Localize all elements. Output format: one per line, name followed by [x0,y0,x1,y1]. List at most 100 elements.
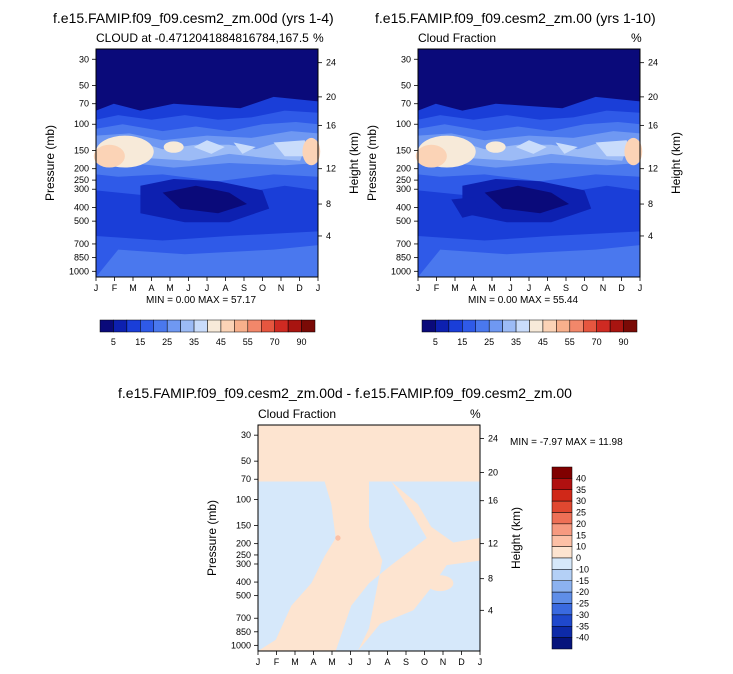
panel3-y-tick-label: 500 [236,591,251,601]
panel2-x-tick-label: J [527,283,532,293]
panel2-y-tick-label: 700 [396,239,411,249]
panel3-colorbar-label: -10 [576,564,589,574]
panel3-x-tick-label: D [458,657,465,667]
panel2-x-tick-label: S [563,283,569,293]
panel1-colorbar-cell [261,319,275,333]
panel2-colorbar-cell [448,319,463,333]
panel3-x-tick-label: S [403,657,409,667]
panel2-x-tick-label: D [618,283,625,293]
panel2-contour-band-35b [555,142,578,154]
panel1-colorbar-cell [126,319,141,333]
panel1-y-tick-label: 70 [79,99,89,109]
panel1-colorbar-cell [180,319,195,333]
panel1-x-tick-label: A [148,283,154,293]
panel2-colorbar-cell [596,319,611,333]
panel2-colorbar-label: 35 [511,337,521,347]
panel1-colorbar-cell [140,319,154,333]
panel1-contour-band-35b [233,142,256,154]
panel1-colorbar-cell [166,319,181,333]
panel3-x-tick-label: F [274,657,280,667]
panel1-x-tick-label: A [222,283,228,293]
panel3-colorbar-label: -30 [576,610,589,620]
panel1-y-tick-label: 400 [74,202,89,212]
panel1-colorbar-cell [220,319,235,333]
panel3-right-tick-label: 16 [488,496,498,506]
panel2-frame [417,48,641,278]
panel1-x-tick-label: J [205,283,210,293]
panel1-title: f.e15.FAMIP.f09_f09.cesm2_zm.00d (yrs 1-… [53,10,334,26]
panel1-y-tick-label: 1000 [69,266,89,276]
panel1-x-tick-label: M [129,283,137,293]
panel1-y-tick-label: 300 [74,184,89,194]
panel3-variable-label: Cloud Fraction [258,407,337,421]
panel2-colorbar-label: 55 [565,337,575,347]
panel1-x-tick-label: O [259,283,266,293]
panel2-y-tick-label: 500 [396,216,411,226]
panel1-min-max: MIN = 0.00 MAX = 57.17 [146,295,257,306]
panel1-frame [95,48,319,278]
panel3-colorbar-cell [551,546,573,559]
panel1-contour-band-0 [162,185,247,214]
panel1-colorbar-cell [247,319,262,333]
panel1-x-tick-label: D [296,283,303,293]
panel3-y-tick-label: 70 [241,474,251,484]
panel2-x-tick-label: J [508,283,513,293]
panel1-colorbar-cell [287,319,302,333]
panel2-x-tick-label: A [544,283,550,293]
panel2-colorbar-label: 5 [433,337,438,347]
panel1-y-tick-label: 100 [74,119,89,129]
panel2-y-tick-label: 70 [401,99,411,109]
panel1-colorbar-label: 5 [111,337,116,347]
panel1-contour-band-35c [273,140,310,157]
panel1-x-tick-label: N [278,283,285,293]
panel1-colorbar-label: 45 [216,337,226,347]
panel3-y-tick-label: 30 [241,430,251,440]
panel1-y-tick-label: 30 [79,54,89,64]
panel3-right-tick-label: 24 [488,434,498,444]
panel1-colorbar-label: 90 [297,337,307,347]
panel3-colorbar-label: 30 [576,496,586,506]
panel2-colorbar-label: 15 [457,337,467,347]
panel2-variable-label: Cloud Fraction [418,31,497,45]
panel2-right-tick-label: 8 [648,199,653,209]
panel2-right-tick-label: 24 [648,58,658,68]
panel2-y-axis-label: Pressure (mb) [365,125,379,201]
panel3-units-label: % [470,407,481,421]
panel3-colorbar-cell [551,603,573,616]
panel2-colorbar-cell [421,319,436,333]
panel3-y-tick-label: 300 [236,559,251,569]
panel3-colorbar-cell [551,569,573,581]
panel1-y-tick-label: 50 [79,80,89,90]
panel3-y-tick-label: 200 [236,539,251,549]
panel2-colorbar-cell [529,319,544,333]
panel1-x-tick-label: J [316,283,321,293]
panel3-y-tick-label: 700 [236,613,251,623]
panel3-y-tick-label: 1000 [231,640,251,650]
panel1-x-tick-label: J [94,283,99,293]
panel2-max-core-east [624,137,643,166]
panel3-right-axis-label: Height (km) [509,507,523,569]
panel3-colorbar-label: -25 [576,599,589,609]
panel2-colorbar-label: 25 [484,337,494,347]
panel1-right-tick-label: 20 [326,92,336,102]
panel3-colorbar-cell [551,591,573,604]
panel2-y-tick-label: 200 [396,164,411,174]
panel3-colorbar-cell [551,466,573,479]
panel3-right-tick-label: 4 [488,605,493,615]
panel3-colorbar-label: 35 [576,485,586,495]
panel1-colorbar-cell [301,319,316,333]
panel2-y-tick-label: 300 [396,184,411,194]
panel2-y-tick-label: 100 [396,119,411,129]
panel2-x-tick-label: F [434,283,440,293]
panel2-x-tick-label: A [470,283,476,293]
panel2-y-tick-label: 150 [396,145,411,155]
panel2-colorbar-cell [556,319,571,333]
panel1-max-core-east [302,137,321,166]
panel1-y-tick-label: 850 [74,253,89,263]
panel3-colorbar-label: -15 [576,576,589,586]
panel3-y-tick-label: 100 [236,495,251,505]
panel1-x-tick-label: M [166,283,174,293]
panel1-right-tick-label: 16 [326,120,336,130]
panel3-x-tick-label: A [310,657,316,667]
